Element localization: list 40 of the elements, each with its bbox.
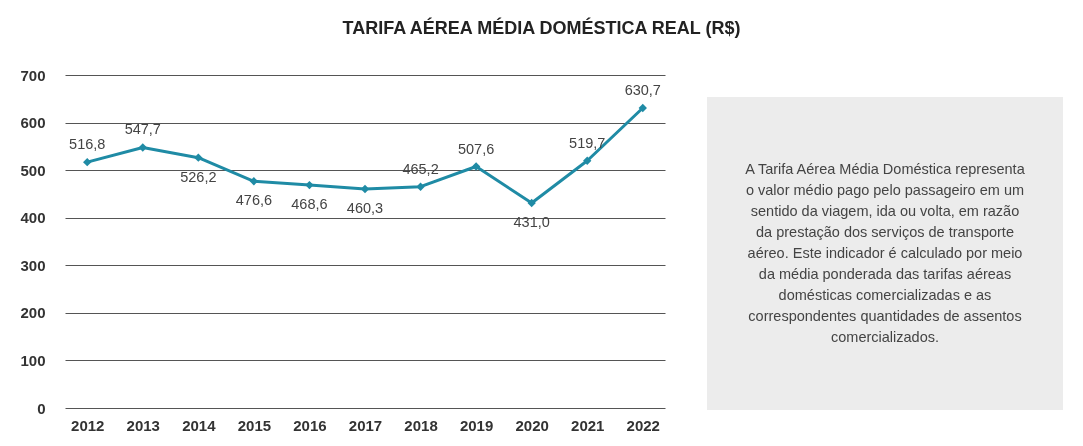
data-label: 630,7: [624, 81, 661, 98]
data-label: 431,0: [513, 213, 550, 230]
point: [583, 156, 592, 165]
point: [194, 153, 203, 162]
data-label: 476,6: [235, 192, 273, 209]
point: [83, 157, 92, 167]
chart-title: TARIFA AÉREA MÉDIA DOMÉSTICA REAL (R$): [341, 18, 742, 39]
x-tick-label: 2013: [126, 416, 160, 434]
x-tick-label: 2014: [182, 416, 217, 434]
point: [416, 182, 425, 191]
data-label: 547,7: [124, 121, 161, 138]
y-tick-label: 500: [20, 161, 46, 179]
x-tick-label: 2021: [571, 416, 605, 434]
y-tick-label: 600: [20, 114, 46, 132]
point: [527, 198, 536, 208]
x-tick-label: 2012: [71, 416, 105, 434]
point: [305, 180, 314, 190]
point: [638, 103, 647, 113]
x-tick-label: 2015: [237, 416, 272, 434]
text: A Tarifa Aérea Média Doméstica representa o valor médio pago pelo passageiro em um sentido da viagem, ida ou volta, em razão da prestação dos serviços de transporte aéreo. Este indicador é calculado por meio da média ponderada das tarifas aéreas domésticas comercializadas e as correspondentes quantidades de assentos comercializados.: [745, 161, 1025, 345]
point: [138, 143, 147, 152]
y-tick-label: 400: [20, 209, 46, 227]
x-tick-label: 2020: [515, 416, 549, 434]
y-tick-label: 200: [20, 304, 46, 322]
y-tick-label: 300: [20, 256, 46, 274]
x-tick-label: 2016: [293, 416, 327, 434]
y-tick-label: 100: [20, 351, 46, 369]
x-tick-label: 2017: [348, 416, 383, 434]
x-tick-label: 2019: [459, 416, 494, 434]
x-tick-label: 2018: [404, 416, 438, 434]
x-tick-label: 2022: [626, 416, 660, 434]
y-tick-label: 700: [20, 66, 46, 84]
data-label: 468,6: [291, 196, 328, 213]
y-tick-label: 0: [37, 399, 46, 417]
data-label: 519,7: [569, 134, 606, 151]
data-label: 507,6: [457, 140, 495, 157]
point: [471, 162, 481, 171]
data-label: 526,2: [180, 168, 217, 185]
data-label: 516,8: [69, 136, 106, 153]
data-label: 460,3: [346, 200, 384, 217]
